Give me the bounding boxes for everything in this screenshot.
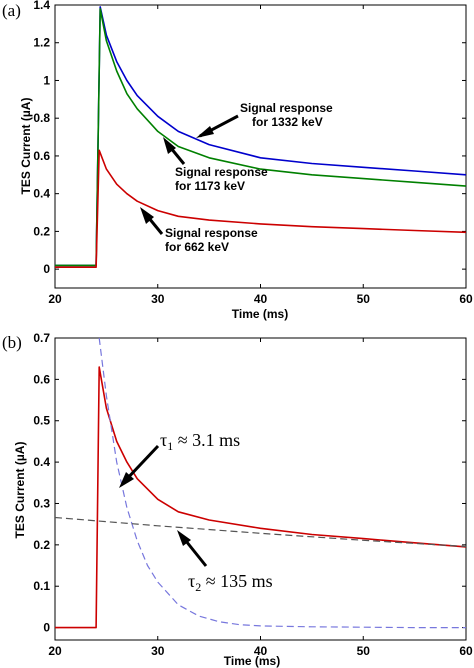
panel-a-series (55, 6, 467, 269)
arrow-tau2-head (177, 530, 191, 546)
panel-b-y-tick-label: 0.3 (33, 496, 50, 510)
panel-b-y-tick-label: 0.6 (33, 372, 50, 386)
panel-a-label: (a) (2, 1, 21, 20)
panel-b: (b) TES Current (µA) Time (ms) 20 30 40 50 6… (2, 331, 473, 668)
panel-b-x-tick-label: 60 (459, 644, 473, 658)
annotation-662-line1: Signal response (165, 226, 258, 240)
annotation-1332-line2: for 1332 keV (252, 115, 323, 129)
annotation-1332-line1: Signal response (240, 101, 333, 115)
panel-b-series-1-line (98, 337, 466, 629)
panel-a-x-tick-label: 50 (357, 292, 371, 306)
arrow-1332-head (196, 126, 214, 138)
panel-b-series-0-line (55, 366, 467, 629)
panel-a-frame (54, 4, 467, 289)
panel-b-x-axis-label: Time (ms) (224, 654, 280, 668)
panel-a-y-axis-label: TES Current (µA) (19, 98, 33, 195)
panel-b-y-tick-label: 0 (43, 621, 50, 635)
panel-b-x-tick-label: 50 (357, 644, 371, 658)
panel-b-y-tick-label: 0.4 (33, 455, 50, 469)
panel-b-label: (b) (2, 333, 22, 352)
arrow-1173-head (163, 137, 176, 154)
panel-a-y-tick-label: 1.4 (33, 0, 50, 12)
panel-a-y-tick-label: 0.8 (33, 111, 50, 125)
panel-b-y-tick-label: 0.1 (33, 579, 50, 593)
panel-b-x-tick-label: 20 (48, 644, 62, 658)
panel-b-y-tick-label: 0.7 (33, 331, 50, 345)
panel-a-y-tick-label: 0.4 (33, 187, 50, 201)
arrow-662-head (140, 207, 154, 224)
panel-a-y-tick-label: 0.6 (33, 149, 50, 163)
tau1-annotation: τ1 ≈ 3.1 ms (160, 430, 240, 453)
panel-a-y-tick-label: 1.2 (33, 36, 50, 50)
panel-a-y-tick-label: 1 (43, 73, 50, 87)
annotation-662-line2: for 662 keV (165, 240, 229, 254)
panel-b-series-2-line (54, 516, 467, 548)
panel-a-x-tick-label: 40 (254, 292, 268, 306)
arrow-tau1-head (119, 472, 134, 488)
panel-b-frame (54, 337, 467, 641)
panel-a-series-0-line (55, 6, 467, 267)
panel-b-y-tick-label: 0.2 (33, 538, 50, 552)
panel-a-y-tick-label: 0.2 (33, 224, 50, 238)
annotation-1173-line2: for 1173 keV (175, 179, 245, 193)
panel-a-series-1-line (55, 8, 467, 267)
annotation-1173-line1: Signal response (175, 165, 268, 179)
panel-a-x-tick-label: 60 (459, 292, 473, 306)
tau2-annotation: τ2 ≈ 135 ms (188, 571, 273, 594)
panel-a-x-tick-label: 20 (48, 292, 62, 306)
panel-a: (a) TES Current (µA) Time (ms) 20 30 40 50 6… (2, 0, 473, 321)
panel-b-y-tick-label: 0.5 (33, 414, 50, 428)
panel-a-x-axis-label: Time (ms) (232, 307, 288, 321)
panel-a-series-2-line (55, 149, 467, 269)
panel-b-x-tick-label: 30 (151, 644, 165, 658)
panel-b-y-axis-label: TES Current (µA) (13, 442, 27, 539)
panel-a-x-tick-label: 30 (151, 292, 165, 306)
panel-b-x-tick-label: 40 (254, 644, 268, 658)
panel-b-ticks: 20 30 40 50 60 0 0.1 0.2 0.3 0.4 0.5 0.6 0.7 (33, 331, 473, 658)
panel-a-y-tick-label: 0 (43, 262, 50, 276)
panel-a-ticks: 20 30 40 50 60 0 0.2 0.4 0.6 0.8 1 1.2 1.4 (33, 0, 473, 306)
